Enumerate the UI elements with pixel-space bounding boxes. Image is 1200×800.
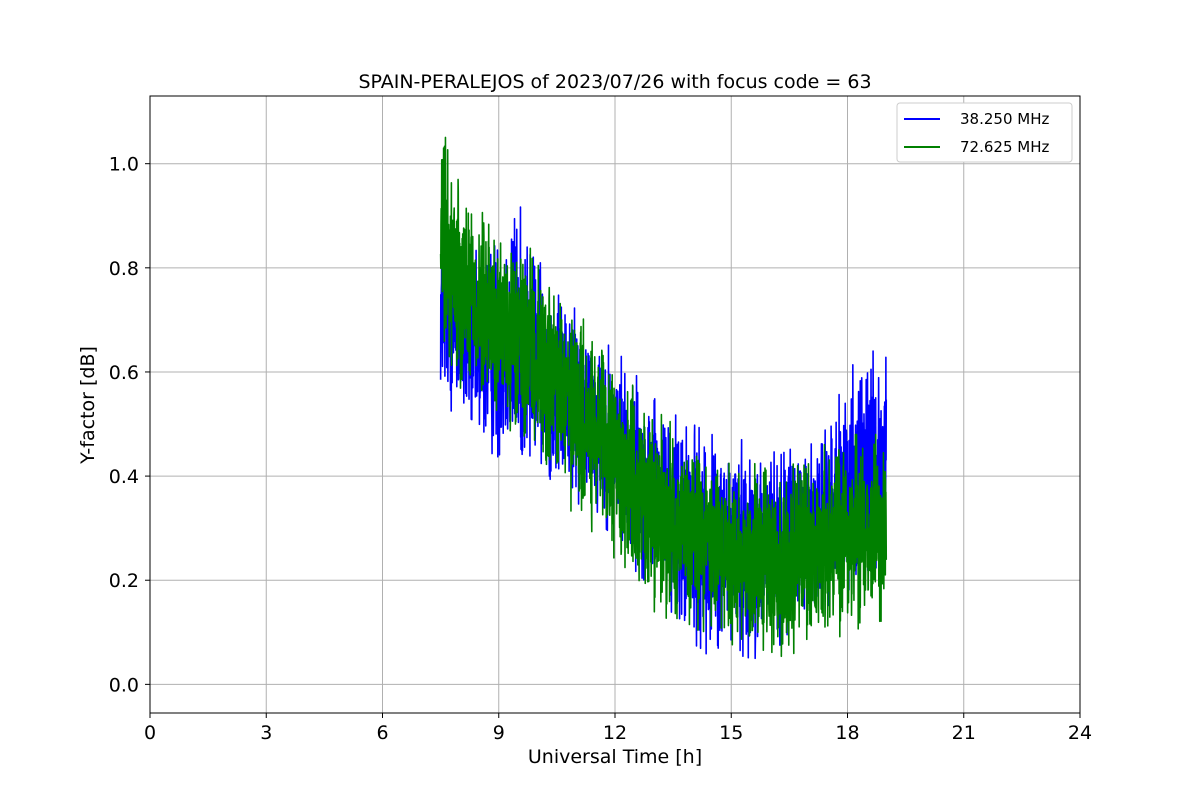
- legend-label-1: 38.250 MHz: [960, 110, 1049, 128]
- legend-label-2: 72.625 MHz: [960, 138, 1049, 156]
- plot-area: [439, 136, 888, 660]
- x-tick-label-7: 21: [952, 722, 976, 744]
- y-tick-label-4: 0.8: [109, 258, 139, 280]
- x-axis-label: Universal Time [h]: [528, 746, 702, 768]
- axis-ticks: 0 3 6 9 12 15 18 21 24 0.0 0.2 0.4 0.6 0.8 1.0: [109, 154, 1092, 744]
- series-line-2: [439, 136, 888, 658]
- y-tick-label-1: 0.2: [109, 570, 139, 592]
- y-tick-label-3: 0.6: [109, 362, 139, 384]
- x-tick-label-1: 3: [260, 722, 272, 744]
- x-tick-label-4: 12: [603, 722, 627, 744]
- x-tick-label-3: 9: [493, 722, 505, 744]
- legend: 38.250 MHz 72.625 MHz: [896, 102, 1073, 163]
- y-axis-label: Y-factor [dB]: [77, 346, 99, 465]
- x-tick-label-5: 15: [719, 722, 743, 744]
- x-tick-label-2: 6: [376, 722, 388, 744]
- x-tick-label-8: 24: [1068, 722, 1092, 744]
- x-tick-label-6: 18: [835, 722, 859, 744]
- y-tick-label-5: 1.0: [109, 154, 139, 176]
- x-tick-label-0: 0: [144, 722, 156, 744]
- y-tick-label-2: 0.4: [109, 466, 139, 488]
- y-tick-label-0: 0.0: [109, 674, 139, 696]
- legend-box: [896, 102, 1073, 163]
- chart-title: SPAIN-PERALEJOS of 2023/07/26 with focus…: [358, 71, 871, 93]
